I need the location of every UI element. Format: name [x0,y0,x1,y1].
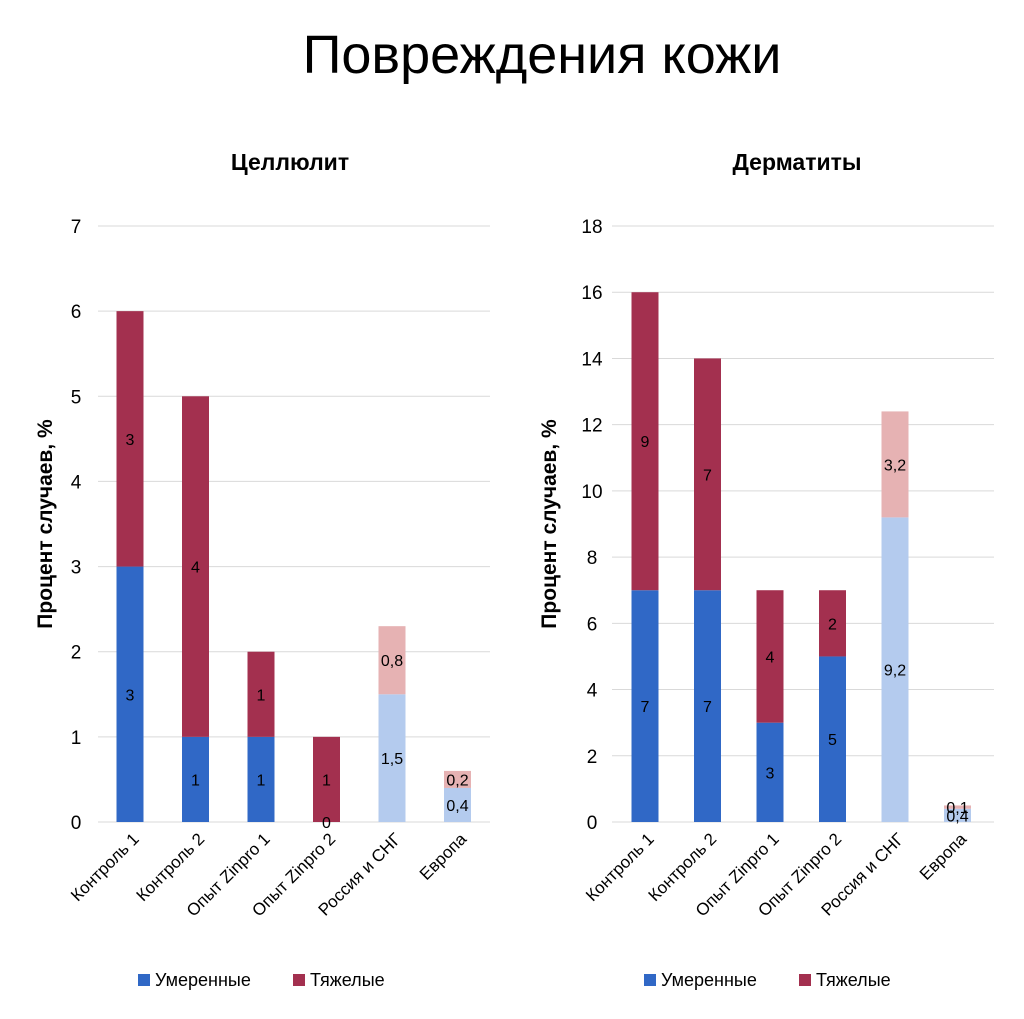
bar-segment [756,722,784,822]
data-label: 3 [766,765,775,782]
y-tick-label: 5 [71,387,82,408]
bar-segment [881,517,909,822]
data-label: 2 [828,616,837,633]
data-label: 0,1 [946,800,968,817]
chart-title: Дерматиты [732,149,861,175]
bar-segment [116,566,144,822]
data-label: 9 [641,434,650,451]
data-label: 7 [703,699,712,716]
data-label: 0,4 [446,798,468,815]
y-tick-label: 6 [71,302,82,323]
legend-swatch [799,974,811,986]
data-label: 0 [322,815,331,832]
data-label: 9,2 [884,663,906,680]
bar-segment [694,590,721,822]
bar-segment [881,411,909,518]
page-title: Повреждения кожи [302,25,782,85]
legend-swatch [138,974,150,986]
bar-segment [182,736,209,822]
y-tick-label: 4 [587,681,598,702]
data-label: 1 [191,772,200,789]
bar-segment [378,694,406,822]
legend-label: Тяжелые [816,970,891,990]
data-label: 1 [257,687,266,704]
bar-segment [378,626,406,695]
bar-segment [819,590,846,657]
bar-segment [944,808,971,822]
bar-segment [631,590,659,822]
y-tick-label: 8 [587,548,598,569]
data-label: 4 [191,560,200,577]
y-tick-label: 2 [587,747,598,768]
x-category-label: Европа [916,829,971,884]
data-label: 0,8 [381,653,403,670]
legend-swatch [293,974,305,986]
bar-segment [756,590,784,723]
y-tick-label: 18 [581,217,602,238]
y-tick-label: 16 [581,283,602,304]
y-tick-label: 14 [581,349,603,370]
data-label: 3,2 [884,457,906,474]
data-label: 4 [766,649,775,666]
bar-segment [631,292,659,591]
chart-title: Целлюлит [231,149,349,175]
bar-segment [444,787,471,822]
data-label: 1 [322,772,331,789]
data-label: 1,5 [381,751,403,768]
bar-segment [313,736,340,822]
y-tick-label: 7 [71,217,82,238]
data-label: 1 [257,772,266,789]
bar-segment [694,358,721,591]
legend-label: Умеренные [661,970,757,990]
y-tick-label: 1 [71,728,82,749]
data-label: 7 [703,467,712,484]
y-tick-label: 0 [71,813,82,834]
data-label: 3 [126,432,135,449]
legend-swatch [644,974,656,986]
legend-label: Умеренные [155,970,251,990]
bar-segment [247,736,275,822]
y-axis-label: Процент случаев, % [34,419,57,629]
bar-segment [247,651,275,737]
data-label: 3 [126,687,135,704]
y-tick-label: 2 [71,643,82,664]
bar-segment [819,656,846,822]
y-tick-label: 0 [587,813,598,834]
y-axis-label: Процент случаев, % [538,419,561,629]
data-label: 0,4 [946,808,968,825]
bar-segment [182,396,209,737]
y-tick-label: 4 [71,472,82,493]
y-tick-label: 12 [581,416,602,437]
y-tick-label: 3 [71,558,82,579]
legend-label: Тяжелые [310,970,385,990]
bar-segment [444,770,471,788]
data-label: 0,2 [446,772,468,789]
bar-segment [116,311,144,567]
y-tick-label: 6 [587,614,598,635]
y-tick-label: 10 [581,482,602,503]
data-label: 5 [828,732,837,749]
bar-segment [944,805,971,809]
data-label: 7 [641,699,650,716]
